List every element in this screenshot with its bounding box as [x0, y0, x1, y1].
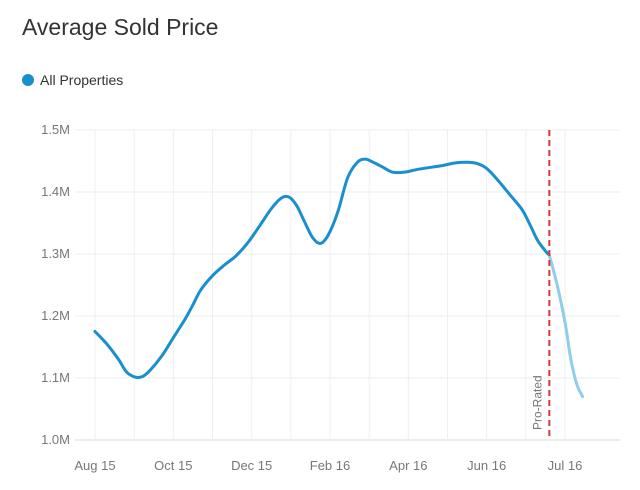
- x-tick-label: Dec 15: [231, 458, 272, 473]
- y-axis: 1.0M 1.1M 1.2M 1.3M 1.4M 1.5M: [41, 122, 70, 447]
- y-tick-label: 1.4M: [41, 184, 70, 199]
- x-tick-label: Feb 16: [310, 458, 350, 473]
- x-tick-label: Aug 15: [74, 458, 115, 473]
- y-tick-label: 1.3M: [41, 246, 70, 261]
- series: [93, 157, 585, 399]
- x-axis: Aug 15 Oct 15 Dec 15 Feb 16 Apr 16 Jun 16 Jul …: [74, 458, 582, 473]
- grid: [75, 129, 620, 441]
- series-projected-line[interactable]: [547, 253, 585, 399]
- x-tick-label: Jun 16: [467, 458, 506, 473]
- legend[interactable]: All Properties: [22, 72, 123, 88]
- chart-title: Average Sold Price: [22, 14, 219, 40]
- series-line[interactable]: [93, 157, 551, 379]
- x-tick-label: Apr 16: [389, 458, 427, 473]
- y-tick-label: 1.1M: [41, 370, 70, 385]
- x-tick-label: Oct 15: [154, 458, 192, 473]
- y-tick-label: 1.2M: [41, 308, 70, 323]
- legend-label: All Properties: [40, 72, 124, 88]
- y-tick-label: 1.5M: [41, 122, 70, 137]
- y-tick-label: 1.0M: [41, 432, 70, 447]
- x-tick-label: Jul 16: [548, 458, 583, 473]
- legend-swatch: [22, 74, 34, 86]
- annotations: Pro-Rated: [530, 130, 551, 440]
- pro-rated-label: Pro-Rated: [530, 375, 544, 430]
